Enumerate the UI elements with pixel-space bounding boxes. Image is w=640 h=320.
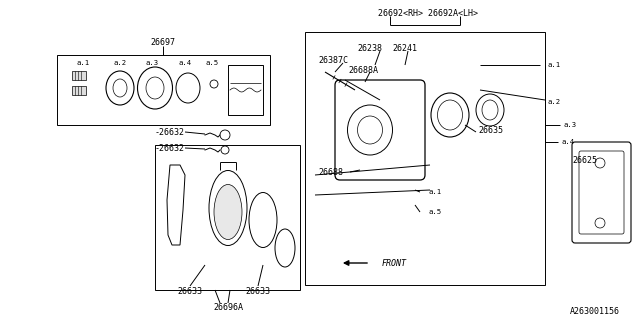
Text: 26633: 26633 [177, 287, 202, 297]
Bar [57, 55, 270, 125]
Text: 26688A: 26688A [348, 66, 378, 75]
Text: a.5: a.5 [205, 60, 219, 66]
Text: a.3: a.3 [145, 60, 159, 66]
Text: 26625: 26625 [572, 156, 597, 164]
Bar [305, 32, 545, 285]
Text: a.4: a.4 [561, 139, 574, 145]
Text: 26633: 26633 [246, 287, 271, 297]
Text: -26632: -26632 [155, 127, 185, 137]
Text: 26241: 26241 [392, 44, 417, 52]
Text: a.5: a.5 [428, 209, 442, 215]
Bar [155, 145, 300, 290]
Bar [228, 65, 263, 115]
Text: a.1: a.1 [428, 189, 442, 195]
Text: a.1: a.1 [76, 60, 90, 66]
Text: FRONT: FRONT [382, 259, 407, 268]
Text: 26387C: 26387C [318, 55, 348, 65]
Text: 26635: 26635 [478, 125, 503, 134]
Text: -26632: -26632 [155, 143, 185, 153]
Text: 26697: 26697 [150, 37, 175, 46]
Ellipse shape [214, 185, 242, 239]
Text: a.2: a.2 [113, 60, 127, 66]
Text: a.2: a.2 [548, 99, 561, 105]
Text: A263001156: A263001156 [570, 308, 620, 316]
Text: 26692<RH> 26692A<LH>: 26692<RH> 26692A<LH> [378, 9, 478, 18]
Text: a.1: a.1 [548, 62, 561, 68]
Bar [72, 71, 86, 80]
Bar [72, 86, 86, 95]
Text: a.4: a.4 [179, 60, 191, 66]
Text: 26688: 26688 [318, 167, 343, 177]
Text: 26696A: 26696A [213, 303, 243, 313]
Text: 26238: 26238 [358, 44, 383, 52]
Text: a.3: a.3 [563, 122, 576, 128]
